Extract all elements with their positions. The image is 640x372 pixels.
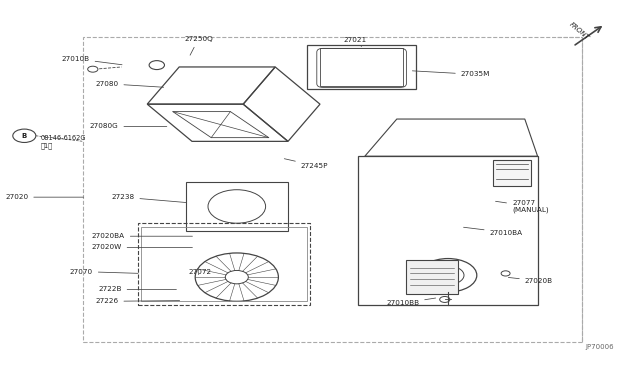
Text: 27010B: 27010B: [61, 56, 122, 65]
Text: 27072: 27072: [189, 269, 212, 275]
Text: B: B: [22, 133, 27, 139]
Text: 27080G: 27080G: [90, 124, 167, 129]
Text: FRONT: FRONT: [568, 22, 590, 42]
Text: 27020B: 27020B: [508, 278, 553, 284]
Text: 27010BB: 27010BB: [386, 298, 436, 306]
Text: 27020W: 27020W: [92, 244, 193, 250]
Text: 27077
(MANUAL): 27077 (MANUAL): [495, 200, 548, 213]
Text: 27035M: 27035M: [412, 71, 490, 77]
Text: 2722B: 2722B: [98, 286, 177, 292]
Text: 08146-6162G
（1）: 08146-6162G （1）: [40, 135, 86, 149]
Text: 27010BA: 27010BA: [463, 227, 523, 235]
FancyBboxPatch shape: [406, 260, 458, 294]
Text: 27080: 27080: [95, 81, 164, 87]
Text: 27020: 27020: [5, 194, 84, 200]
Text: 27250Q: 27250Q: [184, 36, 212, 55]
Text: 27245P: 27245P: [284, 159, 328, 169]
Text: 27238: 27238: [111, 194, 186, 202]
Text: 27226: 27226: [95, 298, 180, 304]
FancyBboxPatch shape: [493, 160, 531, 186]
Text: 27021: 27021: [344, 37, 367, 46]
Text: 27070: 27070: [70, 269, 138, 275]
Text: 27020BA: 27020BA: [92, 233, 193, 239]
Text: JP70006: JP70006: [586, 344, 614, 350]
